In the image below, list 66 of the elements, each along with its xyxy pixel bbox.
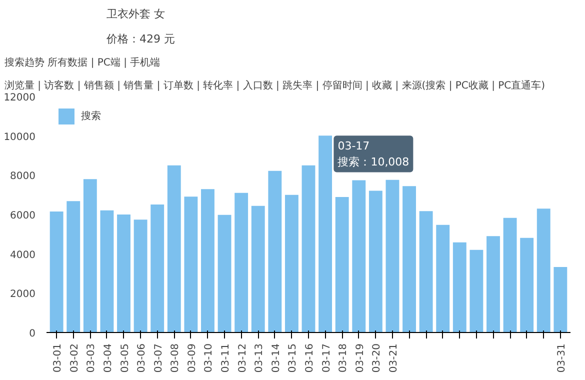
bar [402,186,416,332]
x-tick-label: 03-18 [338,343,350,373]
bar [134,220,148,332]
bar [302,165,316,332]
x-tick-label: 03-10 [204,343,215,373]
bar [368,190,382,332]
bar [284,194,298,332]
y-tick-label: 0 [29,328,36,340]
bar [486,236,500,332]
x-tick-label: 03-17 [321,343,332,373]
text: 浏览量 | 访客数 | 销售额 | 销售量 | 订单数 | 转化率 | 入口数 | 跳失率 | 停留时间 | 收藏 | 来源(搜索 | PC收藏 | PC直通车) [4,80,546,92]
x-tick-label: 03-01 [52,343,64,373]
y-tick-label: 6000 [10,210,36,222]
y-tick-label: 4000 [10,250,36,261]
bar [167,165,181,332]
bar [184,196,198,332]
y-tick-label: 10000 [4,132,36,143]
chart-subtitle: 价格：429 元 [106,32,175,46]
x-tick-label: 03-09 [186,343,198,373]
legend-label: 搜索 [81,110,101,123]
x-tick-label: 03-13 [254,343,266,373]
x-tick-label: 03-07 [153,343,164,373]
x-tick-label: 03-08 [170,343,182,373]
bar [117,214,130,332]
x-tick-label: 03-11 [220,343,232,373]
bar [470,250,484,332]
bar [201,189,214,332]
x-tick-label: 03-31 [556,343,568,373]
chart-title: 卫衣外套 女 [106,8,165,20]
bar [218,214,232,332]
x-tick-label: 03-05 [120,343,131,373]
y-tick-label: 2000 [10,289,36,300]
y-tick-label: 8000 [10,171,36,182]
bar [386,180,400,332]
x-tick-label: 03-14 [270,343,282,373]
x-tick-label: 03-04 [102,343,114,373]
x-tick-label: 03-16 [304,343,316,373]
bar [100,210,114,332]
bar [251,206,265,332]
bar [554,267,568,332]
bar [335,196,349,332]
bar [536,208,550,332]
x-tick-label: 03-21 [388,343,400,373]
bar [436,224,450,332]
bar [50,212,64,332]
x-tick-label: 03-06 [136,343,148,373]
text: 搜索趋势 所有数据 | PC端 | 手机端 [4,56,160,68]
x-tick-label: 03-20 [372,343,383,373]
x-tick-label: 03-12 [237,343,248,373]
bar [268,170,282,332]
bar [83,179,97,332]
x-tick-label: 03-03 [86,343,98,373]
bar [419,211,433,332]
bar [66,201,80,332]
bar [520,238,534,332]
x-tick-label: 03-15 [288,343,299,373]
x-tick-label: 03-02 [69,343,80,373]
annotation: 03-17 搜索：10,008 [338,140,410,168]
bar [234,192,248,332]
x-tick-label: 03-19 [354,343,366,373]
bar [318,136,332,332]
bar [150,204,164,332]
y-tick-label: 12000 [4,92,36,104]
bar [452,242,466,332]
bar [503,218,517,332]
bar [352,180,366,332]
